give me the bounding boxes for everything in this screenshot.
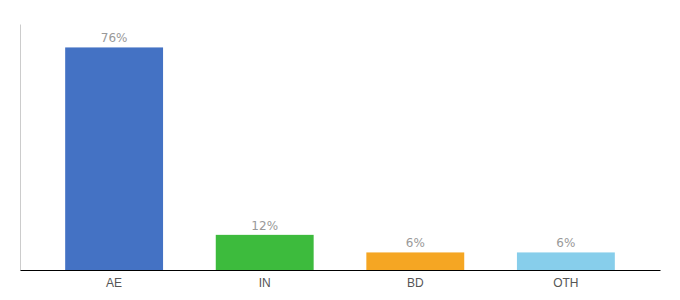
data-label: 12% <box>251 219 278 233</box>
bar <box>65 47 163 270</box>
data-label: 6% <box>406 236 425 250</box>
x-tick: OTH <box>553 270 578 290</box>
data-label: 6% <box>556 236 575 250</box>
bar <box>517 252 615 270</box>
x-tick-label: AE <box>106 276 122 290</box>
data-label: 76% <box>101 31 128 45</box>
x-tick-label: IN <box>259 276 271 290</box>
chart: AE IN BD OTH 76% 12% 6% 6% <box>0 0 680 300</box>
x-tick: AE <box>106 270 122 290</box>
bars <box>65 47 615 270</box>
x-axis: AE IN BD OTH <box>21 270 661 290</box>
data-labels: 76% 12% 6% 6% <box>101 31 576 250</box>
plot: AE IN BD OTH 76% 12% 6% 6% <box>21 25 661 290</box>
x-tick-label: OTH <box>553 276 578 290</box>
x-tick-label: BD <box>407 276 424 290</box>
y-axis <box>20 25 21 271</box>
x-axis-line <box>21 270 661 271</box>
x-tick: BD <box>407 270 424 290</box>
bar <box>216 235 314 270</box>
x-tick: IN <box>259 270 271 290</box>
y-axis-line <box>20 25 21 271</box>
bar <box>366 252 464 270</box>
